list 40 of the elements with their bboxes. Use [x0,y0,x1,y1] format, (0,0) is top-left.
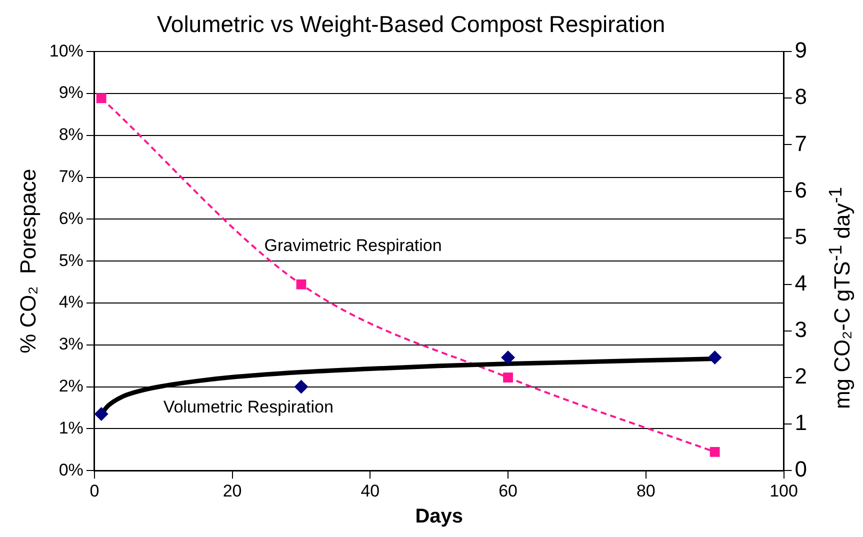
y-axis-title: % CO₂ Porespace [15,168,40,354]
point [710,447,720,457]
y2-tick-label: 2 [794,364,808,389]
x-axis-title: Days [415,506,463,528]
x-tick-label: 100 [770,481,798,500]
y-tick-label: 7% [58,166,84,186]
y-tick-label: 5% [58,250,84,270]
y2-tick-label: 0 [794,456,808,482]
y-tick-label: 6% [58,208,84,228]
point [296,279,306,290]
y2-tick-label: 7 [794,130,808,156]
x-tick-label: 0 [90,481,100,500]
y-tick-label: 10% [49,41,84,60]
y-tick-label: 4% [58,292,84,312]
y2-tick-label: 9 [794,38,808,63]
point [294,380,308,394]
point [501,350,516,364]
y2-tick-label: 3 [794,316,808,342]
y2-tick-label: 1 [794,410,808,436]
y-tick-label: 0% [58,460,84,480]
series-label: Volumetric Respiration [163,398,334,417]
point [94,407,108,422]
x-tick-label: 60 [498,481,518,500]
y-tick-label: 3% [58,334,84,354]
chart-title: Volumetric vs Weight-Based Compost Respiration [156,11,666,38]
point [503,372,513,382]
y-tick-label: 8% [58,125,84,144]
y-tick-label: 9% [58,83,84,102]
point [708,350,722,364]
point [96,93,106,104]
x-tick-label: 20 [222,481,242,500]
x-tick-label: 40 [360,481,380,500]
y-tick-label: 1% [58,418,84,438]
y-tick-label: 2% [58,376,84,396]
y2-tick-label: 8 [794,84,808,110]
y2-tick-label: 5 [794,224,808,249]
series-label: Gravimetric Respiration [264,236,442,256]
x-tick-label: 80 [636,481,656,500]
y2-tick-label: 6 [794,177,808,202]
y2-tick-label: 4 [794,270,808,296]
